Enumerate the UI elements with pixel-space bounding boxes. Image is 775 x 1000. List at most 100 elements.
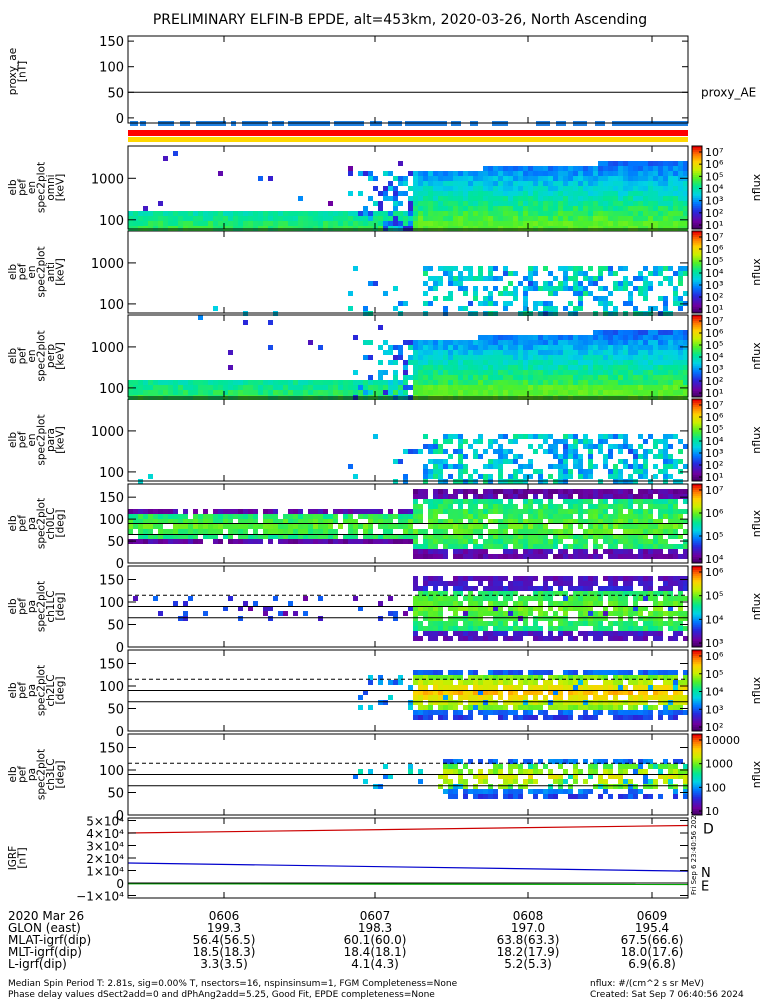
spec-cell <box>528 444 533 449</box>
pa-cell <box>528 759 533 764</box>
spec-cell <box>158 221 163 226</box>
pa-cell <box>463 544 468 549</box>
spec-cell <box>613 360 618 365</box>
pa-cell <box>493 690 498 695</box>
spec-cell <box>323 211 328 216</box>
spec-cell <box>418 206 423 211</box>
pa-cell <box>678 769 683 774</box>
pa-cell <box>643 784 648 789</box>
pa-cell <box>583 621 588 626</box>
spec-cell <box>663 365 668 370</box>
pa-cell <box>238 534 243 539</box>
spec-cell <box>453 201 458 206</box>
spec-cell <box>193 390 198 395</box>
pa-cell <box>468 591 473 596</box>
spec-cell <box>598 186 603 191</box>
spec-cell <box>418 355 423 360</box>
pa-cell <box>573 591 578 596</box>
pa-cell <box>543 514 548 519</box>
spec-cell <box>658 380 663 385</box>
pa-cell <box>493 680 498 685</box>
pa-cell <box>523 509 528 514</box>
spec-cell <box>498 221 503 226</box>
spec-cell <box>443 340 448 345</box>
spec-cell <box>493 345 498 350</box>
spec-cell <box>538 370 543 375</box>
spec-cell <box>673 340 678 345</box>
pa-cell <box>343 514 348 519</box>
pa-cell <box>643 554 648 559</box>
spec-cell <box>493 266 498 271</box>
spec-cell <box>448 439 453 444</box>
spec-cell <box>663 474 668 479</box>
pa-cell <box>668 509 673 514</box>
pa-cell <box>508 549 513 554</box>
pa-cell <box>678 544 683 549</box>
pa-cell <box>608 621 613 626</box>
pa-cell <box>583 710 588 715</box>
spec-cell <box>453 375 458 380</box>
spec-cell <box>413 345 418 350</box>
spec-cell <box>368 176 373 181</box>
pa-cell <box>668 581 673 586</box>
pa-cell <box>538 636 543 641</box>
spec-cell <box>443 271 448 276</box>
spec-cell <box>483 301 488 306</box>
pa-cell <box>523 611 528 616</box>
pa-cell <box>458 539 463 544</box>
spec-cell <box>663 340 668 345</box>
pa-cell <box>468 601 473 606</box>
spec-cell <box>523 181 528 186</box>
spec-cell <box>628 171 633 176</box>
spec-cell <box>543 281 548 286</box>
pa-cell <box>613 494 618 499</box>
pa-cell <box>328 524 333 529</box>
spec-cell <box>638 271 643 276</box>
pa-cell <box>503 794 508 799</box>
pa-cell <box>538 675 543 680</box>
pa-cell <box>548 626 553 631</box>
pa-cell <box>523 524 528 529</box>
pa-cell <box>463 586 468 591</box>
pa-cell <box>658 509 663 514</box>
pa-cell <box>678 631 683 636</box>
pa-cell <box>348 514 353 519</box>
spec-cell <box>458 385 463 390</box>
spec-cell <box>528 459 533 464</box>
pa-cell <box>578 621 583 626</box>
pa-cell <box>478 621 483 626</box>
spec-cell <box>228 385 233 390</box>
pa-cell <box>523 759 528 764</box>
spec-cell <box>683 171 688 176</box>
spec-cell <box>413 380 418 385</box>
spec-cell <box>418 211 423 216</box>
pa-cell <box>518 769 523 774</box>
pa-cell <box>198 539 203 544</box>
pa-cell <box>313 509 318 514</box>
pa-cell <box>453 554 458 559</box>
spec-cell <box>273 390 278 395</box>
spec-cell <box>633 345 638 350</box>
pa-cell <box>528 539 533 544</box>
pa-cell <box>503 534 508 539</box>
pa-cell <box>133 509 138 514</box>
spec-cell <box>643 281 648 286</box>
pa-cell <box>568 759 573 764</box>
spec-cell <box>323 380 328 385</box>
spec-cell <box>553 206 558 211</box>
pa-cell <box>618 774 623 779</box>
spec-cell <box>563 166 568 171</box>
spec-cell <box>673 201 678 206</box>
pa-cell <box>533 621 538 626</box>
pa-cell <box>548 504 553 509</box>
pa-cell <box>458 690 463 695</box>
spec-cell <box>518 335 523 340</box>
spec-cell <box>683 360 688 365</box>
pa-cell <box>483 514 488 519</box>
spec-cell <box>543 449 548 454</box>
pa-cell <box>618 685 623 690</box>
pa-cell <box>613 695 618 700</box>
spec-cell <box>193 216 198 221</box>
pa-cell <box>438 700 443 705</box>
spec-cell <box>363 390 368 395</box>
